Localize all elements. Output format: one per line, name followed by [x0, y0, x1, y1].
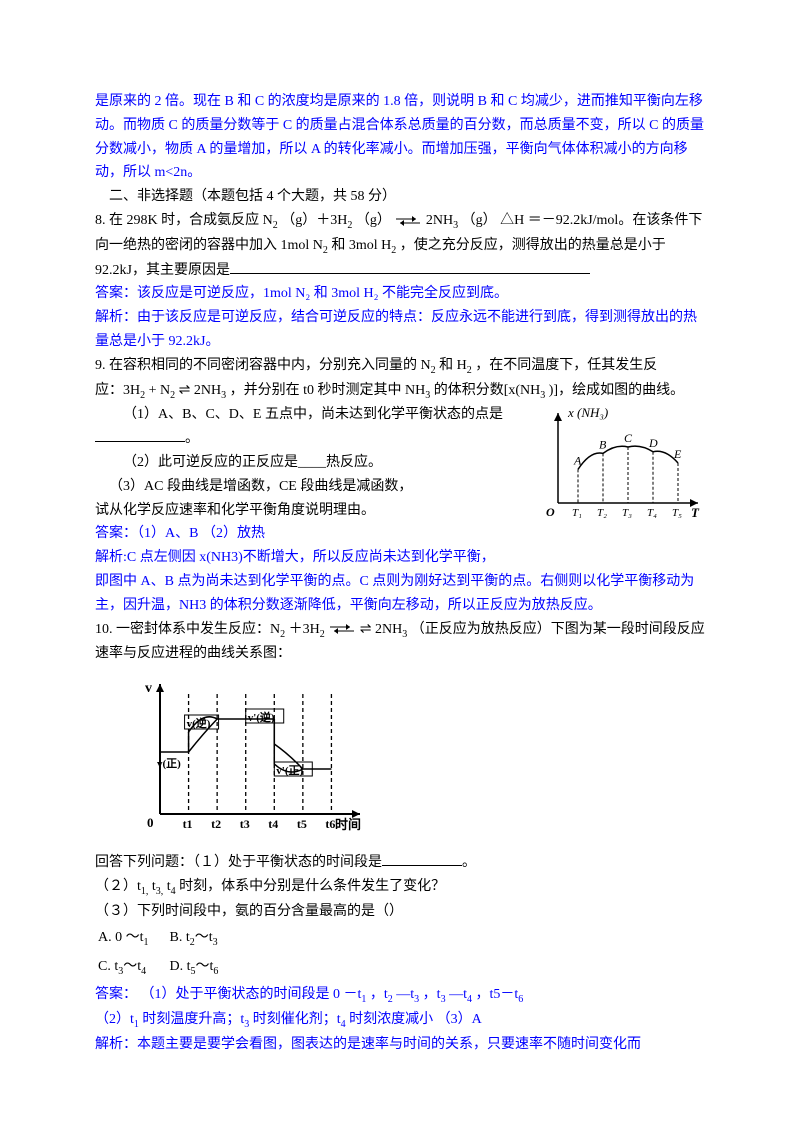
svg-text:t2: t2	[211, 817, 221, 831]
svg-text:0: 0	[147, 815, 154, 830]
svg-text:T₄: T₄	[647, 507, 657, 519]
svg-text:T₅: T₅	[672, 507, 682, 519]
reversible-arrow-icon	[328, 624, 356, 634]
a1f: ，t5－t	[475, 987, 518, 1002]
blank-fill	[230, 273, 590, 274]
opt-b: B. t2～t3	[169, 925, 237, 952]
q9-sub1-label: （1）A、B、C、D、E 五点中，尚未达到化学平衡状态的点是	[123, 407, 503, 422]
q9-line2: 应：3H2 + N2 ⇌ 2NH3 ，并分别在 t0 秒时测定其中 NH3 的体…	[95, 379, 705, 404]
q10-expl-text: 本题主要是要学会看图，图表达的是速率与时间的关系，只要速率不随时间变化而	[137, 1037, 641, 1052]
q10-l1c: ⇌ 2NH	[360, 622, 402, 637]
svg-text:v(正): v(正)	[157, 757, 181, 770]
q10-chart: v 时间 0 t1 t2 t3 t4 t5 t6 v(正) v(逆) v'(逆) v'(正)	[135, 674, 705, 843]
expl-label: 解析：	[95, 310, 137, 325]
a2b: 时刻温度升高；t	[142, 1012, 244, 1027]
q10-q3: （３）下列时间段中，氨的百分含量最高的是（）	[95, 900, 705, 924]
ans-label: 答案：	[95, 286, 137, 301]
q9-l2c: ⇌ 2NH	[179, 383, 221, 398]
q10-q1-text: 回答下列问题：（１）处于平衡状态的时间段是	[95, 855, 382, 870]
svg-text:T₃: T₃	[622, 507, 632, 519]
q9-l1c: ，在不同温度下，任其发生反	[475, 358, 657, 373]
q8-e: 和 3mol H	[331, 238, 391, 253]
q9-l2f: )]，绘成如图的曲线。	[549, 383, 684, 398]
q10-l1b: ＋3H	[289, 622, 320, 637]
svg-text:t5: t5	[297, 817, 307, 831]
q9-expl-line1: 解析:C 点左侧因 x(NH3)不断增大，所以反应尚未达到化学平衡，	[95, 546, 705, 570]
opt-d: D. t5～t6	[169, 954, 237, 981]
svg-text:O: O	[546, 505, 555, 519]
q9-ans-text: （1）A、B （2）放热	[137, 526, 265, 541]
q10-q2a: （２）t	[95, 879, 141, 894]
a2a: （2）t	[95, 1012, 134, 1027]
svg-text:C: C	[624, 431, 633, 445]
q10-q1-end: 。	[462, 855, 476, 870]
q9-l2e: 的体积分数[x(NH	[434, 383, 541, 398]
svg-text:T₁: T₁	[572, 507, 582, 519]
q9-l1b: 和 H	[439, 358, 467, 373]
q10-l1a: 10. 一密封体系中发生反应：N	[95, 622, 280, 637]
q8-c: （g）	[356, 213, 391, 228]
q8-text: 8. 在 298K 时，合成氨反应 N2 （g）＋3H2 （g） 2NH3 （g…	[95, 209, 705, 282]
svg-text:t6: t6	[325, 817, 335, 831]
opt-a: A. 0 ～t1	[97, 925, 167, 952]
svg-text:A: A	[573, 454, 582, 468]
q10-options-table: A. 0 ～t1 B. t2～t3 C. t3～t4 D. t5～t6	[95, 923, 238, 983]
q10-q2d: 时刻，体系中分别是什么条件发生了变化？	[179, 879, 445, 894]
a2d: 时刻浓度减小 （3）A	[349, 1012, 482, 1027]
q9-expl-line2: 即图中 A、B 点为尚未达到化学平衡的点。C 点则为刚好达到平衡的点。右侧则以化…	[95, 570, 705, 618]
section-header: 二、非选择题（本题包括 4 个大题，共 58 分）	[95, 185, 705, 209]
opt-c: C. t3～t4	[97, 954, 167, 981]
svg-text:v(逆): v(逆)	[187, 716, 211, 730]
a1b: ，t	[370, 987, 388, 1002]
svg-text:T₂: T₂	[597, 507, 607, 519]
expl-label: 解析：	[95, 1037, 137, 1052]
q8-explanation: 解析：由于该反应是可逆反应，结合可逆反应的特点：反应永远不能进行到底，得到测得放…	[95, 306, 705, 354]
svg-text:v'(逆): v'(逆)	[248, 710, 275, 724]
svg-text:E: E	[673, 447, 682, 461]
expl-label: 解析:	[95, 550, 127, 565]
svg-text:t3: t3	[240, 817, 250, 831]
q9-chart: x (NH₃) T A T₁ B T₂ C T₃ D T₄ E T₅ O	[540, 403, 705, 532]
q8-answer: 答案：该反应是可逆反应，1mol N₂ 和 3mol H₂ 不能完全反应到底。	[95, 282, 705, 306]
q10-answer-l2: （2）t1 时刻温度升高；t3 时刻催化剂；t4 时刻浓度减小 （3）A	[95, 1008, 705, 1033]
q8-expl-text: 由于该反应是可逆反应，结合可逆反应的特点：反应永远不能进行到底，得到测得放出的热…	[95, 310, 697, 349]
q10-explanation: 解析：本题主要是要学会看图，图表达的是速率与时间的关系，只要速率不随时间变化而	[95, 1033, 705, 1057]
ans-label: 答案：	[95, 526, 137, 541]
svg-text:D: D	[648, 436, 658, 450]
intro-para: 是原来的 2 倍。现在 B 和 C 的浓度均是原来的 1.8 倍，则说明 B 和…	[95, 90, 705, 185]
q10-q1: 回答下列问题：（１）处于平衡状态的时间段是 。	[95, 851, 705, 875]
q8-eq: 2NH	[426, 213, 453, 228]
q9-chart-svg: x (NH₃) T A T₁ B T₂ C T₃ D T₄ E T₅ O	[540, 403, 705, 523]
ans-label: 答案：	[95, 987, 137, 1002]
svg-text:t4: t4	[268, 817, 278, 831]
q10-answer: 答案： （1）处于平衡状态的时间段是 0 －t1 ，t2 —t3 ，t3 —t4…	[95, 983, 705, 1008]
q10-line1: 10. 一密封体系中发生反应：N2 ＋3H2 ⇌ 2NH3 （正反应为放热反应）…	[95, 618, 705, 667]
q9-l2d: ，并分别在 t0 秒时测定其中 NH	[230, 383, 426, 398]
a2c: 时刻催化剂；t	[253, 1012, 341, 1027]
svg-text:时间: 时间	[335, 817, 361, 832]
svg-text:t1: t1	[183, 817, 193, 831]
q9-expl-l1: C 点左侧因 x(NH3)不断增大，所以反应尚未达到化学平衡，	[127, 550, 495, 565]
a1a: （1）处于平衡状态的时间段是 0 －t	[141, 987, 362, 1002]
a1c: —t	[396, 987, 414, 1002]
reversible-arrow-icon	[394, 216, 422, 226]
q8-a: 8. 在 298K 时，合成氨反应 N	[95, 213, 273, 228]
svg-text:T: T	[691, 505, 700, 520]
q8-b: （g）＋3H	[281, 213, 347, 228]
q9-l2a: 应：3H	[95, 383, 140, 398]
q8-ans-text: 该反应是可逆反应，1mol N₂ 和 3mol H₂ 不能完全反应到底。	[137, 286, 508, 301]
a1d: ，t	[423, 987, 441, 1002]
svg-text:v: v	[145, 681, 152, 696]
q10-chart-svg: v 时间 0 t1 t2 t3 t4 t5 t6 v(正) v(逆) v'(逆) v'(正)	[135, 674, 365, 834]
q9-line1: 9. 在容积相同的不同密闭容器中内，分别充入同量的 N2 和 H2 ，在不同温度…	[95, 354, 705, 379]
q9-l2b: + N	[149, 383, 171, 398]
svg-text:B: B	[599, 438, 607, 452]
q10-q2: （２）t1, t3, t4 时刻，体系中分别是什么条件发生了变化？	[95, 875, 705, 900]
a1e: —t	[449, 987, 467, 1002]
svg-text:x (NH₃): x (NH₃)	[567, 405, 608, 420]
svg-text:v'(正): v'(正)	[276, 764, 303, 777]
q9-l1a: 9. 在容积相同的不同密闭容器中内，分别充入同量的 N	[95, 358, 431, 373]
